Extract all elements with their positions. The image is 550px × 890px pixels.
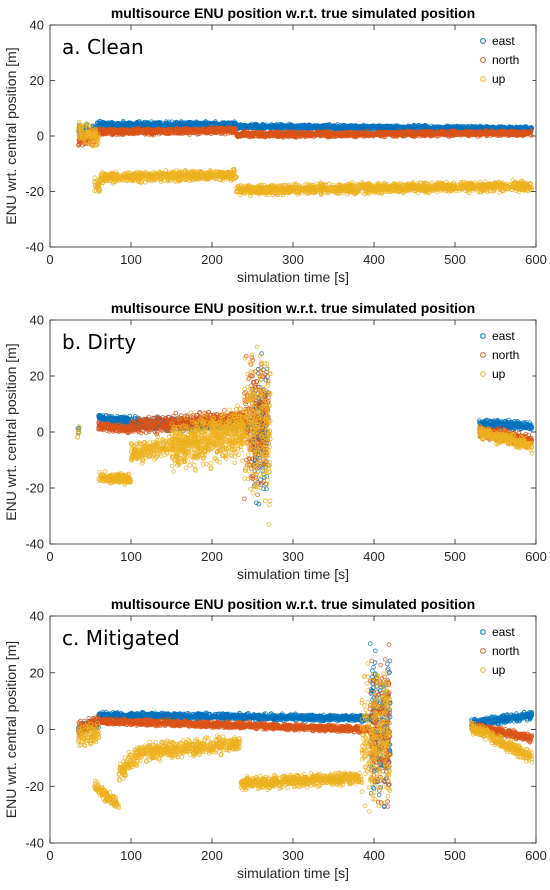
data-point (151, 121, 157, 127)
data-point (124, 121, 129, 127)
data-point (205, 121, 210, 126)
data-point (190, 121, 195, 127)
chart-title: multisource ENU position w.r.t. true sim… (111, 5, 475, 21)
chart-panel-1: multisource ENU position w.r.t. true sim… (3, 5, 547, 285)
data-point (210, 122, 216, 127)
data-point (158, 122, 164, 127)
data-point (164, 121, 169, 127)
data-point (104, 121, 109, 127)
data-point (132, 121, 138, 127)
series-east (76, 118, 535, 140)
data-point (108, 122, 114, 128)
data-point (120, 118, 126, 124)
data-point (191, 121, 197, 126)
data-point (186, 123, 192, 128)
data-point (211, 121, 217, 126)
scatter-points (76, 118, 535, 199)
data-point (196, 121, 202, 126)
data-point (147, 121, 152, 127)
data-point (114, 121, 119, 127)
